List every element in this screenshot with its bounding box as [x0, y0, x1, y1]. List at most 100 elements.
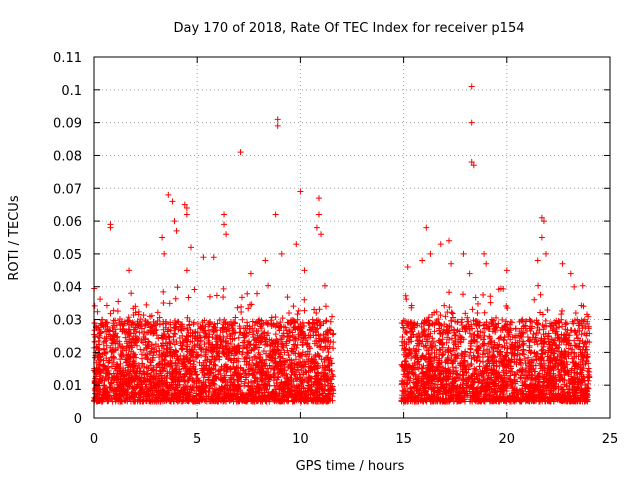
- cloud-point: [135, 361, 142, 368]
- cloud-point: [97, 361, 104, 368]
- cloud-point: [499, 316, 506, 323]
- cloud-point: [291, 324, 298, 331]
- cloud-point: [107, 310, 114, 317]
- cloud-point: [99, 316, 106, 323]
- cloud-point: [110, 354, 117, 361]
- cloud-point: [323, 317, 330, 324]
- cloud-point: [168, 360, 175, 367]
- cloud-point: [125, 317, 132, 324]
- cloud-point: [138, 337, 145, 344]
- cloud-point: [290, 303, 297, 310]
- cloud-point: [317, 343, 324, 350]
- cloud-point: [154, 309, 161, 316]
- cloud-point: [306, 320, 313, 327]
- cloud-point: [154, 317, 161, 324]
- cloud-point: [292, 319, 299, 326]
- cloud-point: [480, 291, 487, 298]
- cloud-point: [474, 309, 481, 316]
- cloud-point: [261, 385, 268, 392]
- cloud-point: [544, 306, 551, 313]
- cloud-point: [306, 327, 313, 334]
- cloud-point: [205, 320, 212, 327]
- cloud-point: [241, 343, 248, 350]
- cloud-point: [474, 300, 481, 307]
- cloud-point: [487, 299, 494, 306]
- cloud-point: [166, 300, 173, 307]
- cloud-point: [257, 384, 264, 391]
- cloud-point: [100, 339, 107, 346]
- cloud-point: [95, 357, 102, 364]
- cloud-point: [127, 368, 134, 375]
- cloud-point: [311, 306, 318, 313]
- cloud-point: [264, 321, 271, 328]
- cloud-point: [297, 352, 304, 359]
- cloud-point: [124, 362, 131, 369]
- cloud-point: [299, 319, 306, 326]
- cloud-point: [264, 319, 271, 326]
- cloud-point: [313, 310, 320, 317]
- cloud-point: [153, 367, 160, 374]
- cloud-point: [163, 374, 170, 381]
- cloud-point: [301, 296, 308, 303]
- cloud-point: [213, 292, 220, 299]
- cloud-point: [329, 331, 336, 338]
- cloud-point: [283, 327, 290, 334]
- cloud-point: [321, 282, 328, 289]
- cloud-point: [191, 286, 198, 293]
- cloud-point: [235, 334, 242, 341]
- cloud-point: [239, 316, 246, 323]
- cloud-point: [198, 352, 205, 359]
- cloud-point: [191, 358, 198, 365]
- cloud-point: [312, 329, 319, 336]
- cloud-point: [132, 309, 139, 316]
- cloud-point: [140, 312, 147, 319]
- cloud-point: [292, 372, 299, 379]
- cloud-point: [202, 323, 209, 330]
- cloud-point: [476, 363, 483, 370]
- cloud-point: [460, 291, 467, 298]
- cloud-point: [320, 331, 327, 338]
- cloud-point: [238, 294, 245, 301]
- cloud-point: [97, 372, 104, 379]
- cloud-point: [101, 377, 108, 384]
- cloud-point: [304, 340, 311, 347]
- cloud-point: [265, 282, 272, 289]
- cloud-point: [481, 309, 488, 316]
- cloud-point: [191, 387, 198, 394]
- cloud-point: [255, 390, 262, 397]
- cloud-point: [330, 330, 337, 337]
- cloud-point: [116, 316, 123, 323]
- cloud-point: [330, 339, 337, 346]
- cloud-point: [173, 323, 180, 330]
- cloud-point: [579, 282, 586, 289]
- cloud-point: [487, 293, 494, 300]
- cloud-point: [216, 385, 223, 392]
- cloud-point: [292, 336, 299, 343]
- cloud-point: [525, 337, 532, 344]
- cloud-point: [136, 364, 143, 371]
- cloud-point: [326, 326, 333, 333]
- cloud-point: [186, 357, 193, 364]
- cloud-point: [97, 329, 104, 336]
- cloud-point: [479, 358, 486, 365]
- cloud-point: [160, 288, 167, 295]
- cloud-point: [177, 353, 184, 360]
- cloud-point: [299, 349, 306, 356]
- cloud-point: [316, 344, 323, 351]
- cloud-point: [212, 355, 219, 362]
- cloud-point: [208, 358, 215, 365]
- cloud-point: [156, 314, 163, 321]
- cloud-point: [244, 290, 251, 297]
- cloud-point: [194, 341, 201, 348]
- cloud-point: [475, 379, 482, 386]
- cloud-point: [197, 325, 204, 332]
- cloud-point: [244, 345, 251, 352]
- cloud-point: [254, 290, 261, 297]
- cloud-point: [247, 301, 254, 308]
- cloud-point: [253, 369, 260, 376]
- cloud-point: [472, 294, 479, 301]
- cloud-point: [280, 344, 287, 351]
- cloud-point: [141, 331, 148, 338]
- cloud-point: [330, 345, 337, 352]
